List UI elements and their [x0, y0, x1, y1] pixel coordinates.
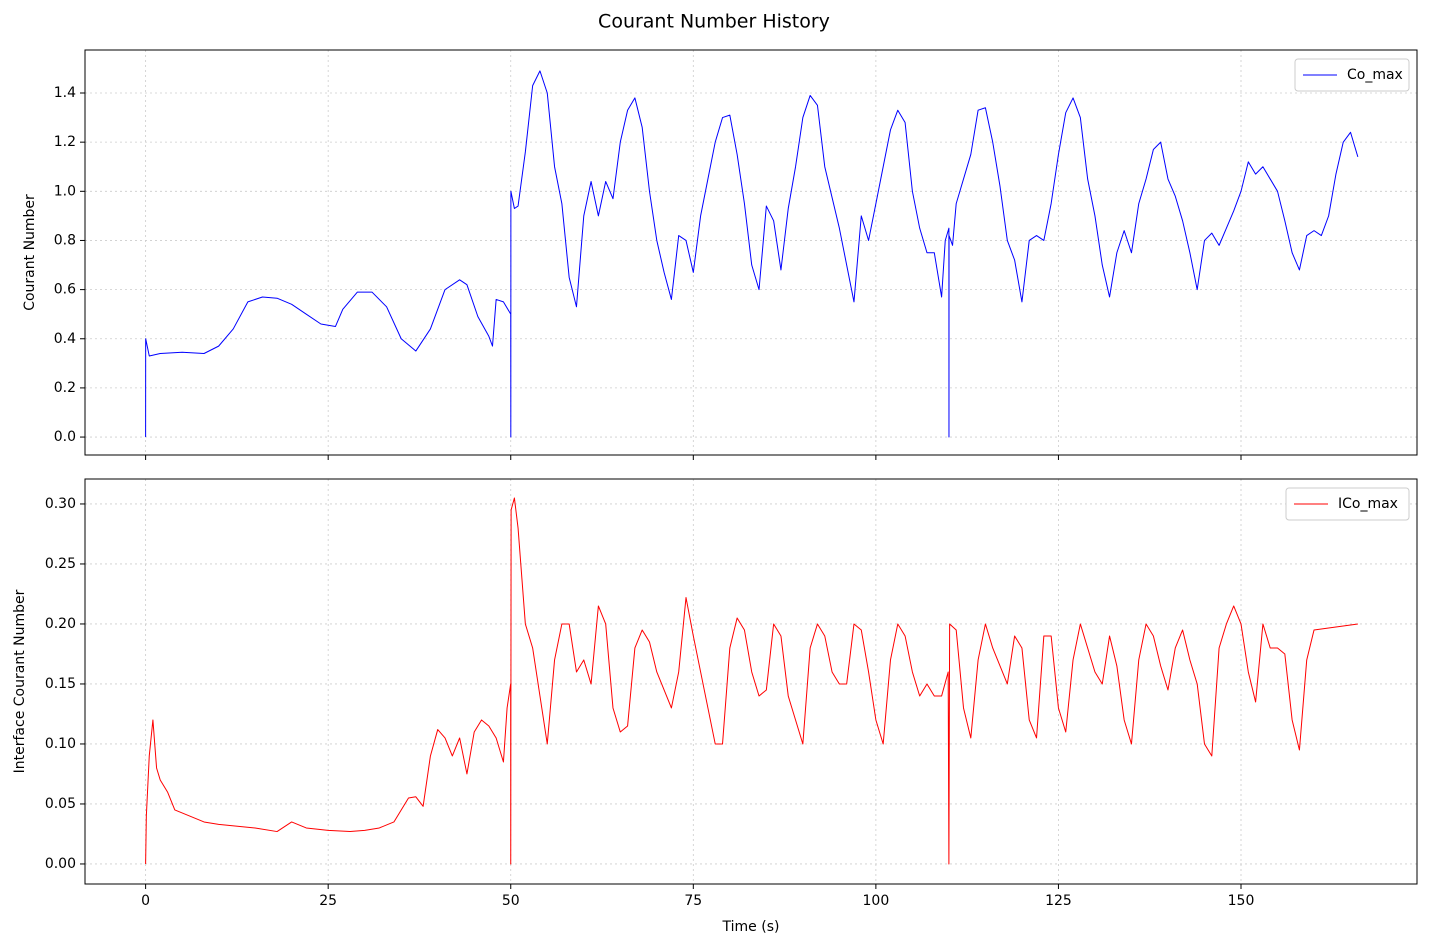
y-tick-label: 0.4: [54, 331, 76, 347]
x-tick-label: 125: [1045, 893, 1072, 909]
y-tick-label: 1.2: [54, 134, 76, 150]
y-tick-label: 0.20: [45, 616, 76, 632]
line: [145, 497, 1358, 865]
legend-box: [1285, 487, 1410, 521]
legend-box: [1294, 58, 1410, 92]
line: [145, 70, 1359, 438]
x-tick-label: 25: [319, 893, 337, 909]
x-tick-label: 75: [684, 893, 702, 909]
y-tick-label: 0.15: [45, 676, 76, 692]
y-tick-label: 0.0: [54, 429, 76, 445]
figure-title: Courant Number History: [598, 11, 830, 33]
y-tick-label: 0.00: [45, 856, 76, 872]
legend: Co_max: [1294, 58, 1410, 92]
y-tick-label: 1.0: [54, 183, 76, 199]
x-tick-label: 0: [141, 893, 150, 909]
x-tick-label: 100: [863, 893, 890, 909]
y-tick-label: 0.6: [54, 282, 76, 298]
axes-frame: [84, 478, 1418, 885]
y-tick-label: 0.05: [45, 796, 76, 812]
x-axis-label: Time (s): [722, 919, 780, 935]
y-axis-label: Interface Courant Number: [12, 589, 28, 773]
y-axis-label: Courant Number: [22, 194, 38, 311]
y-tick-label: 0.8: [54, 232, 76, 248]
y-tick-label: 0.25: [45, 556, 76, 572]
y-tick-label: 0.10: [45, 736, 76, 752]
legend-label: Co_max: [1347, 67, 1403, 83]
legend-label: ICo_max: [1338, 496, 1398, 512]
y-tick-label: 1.4: [54, 85, 76, 101]
y-tick-label: 0.2: [54, 380, 76, 396]
legend: ICo_max: [1285, 487, 1410, 521]
axes-frame: [84, 49, 1418, 456]
x-tick-label: 150: [1228, 893, 1255, 909]
x-tick-label: 50: [502, 893, 520, 909]
y-tick-label: 0.30: [45, 496, 76, 512]
